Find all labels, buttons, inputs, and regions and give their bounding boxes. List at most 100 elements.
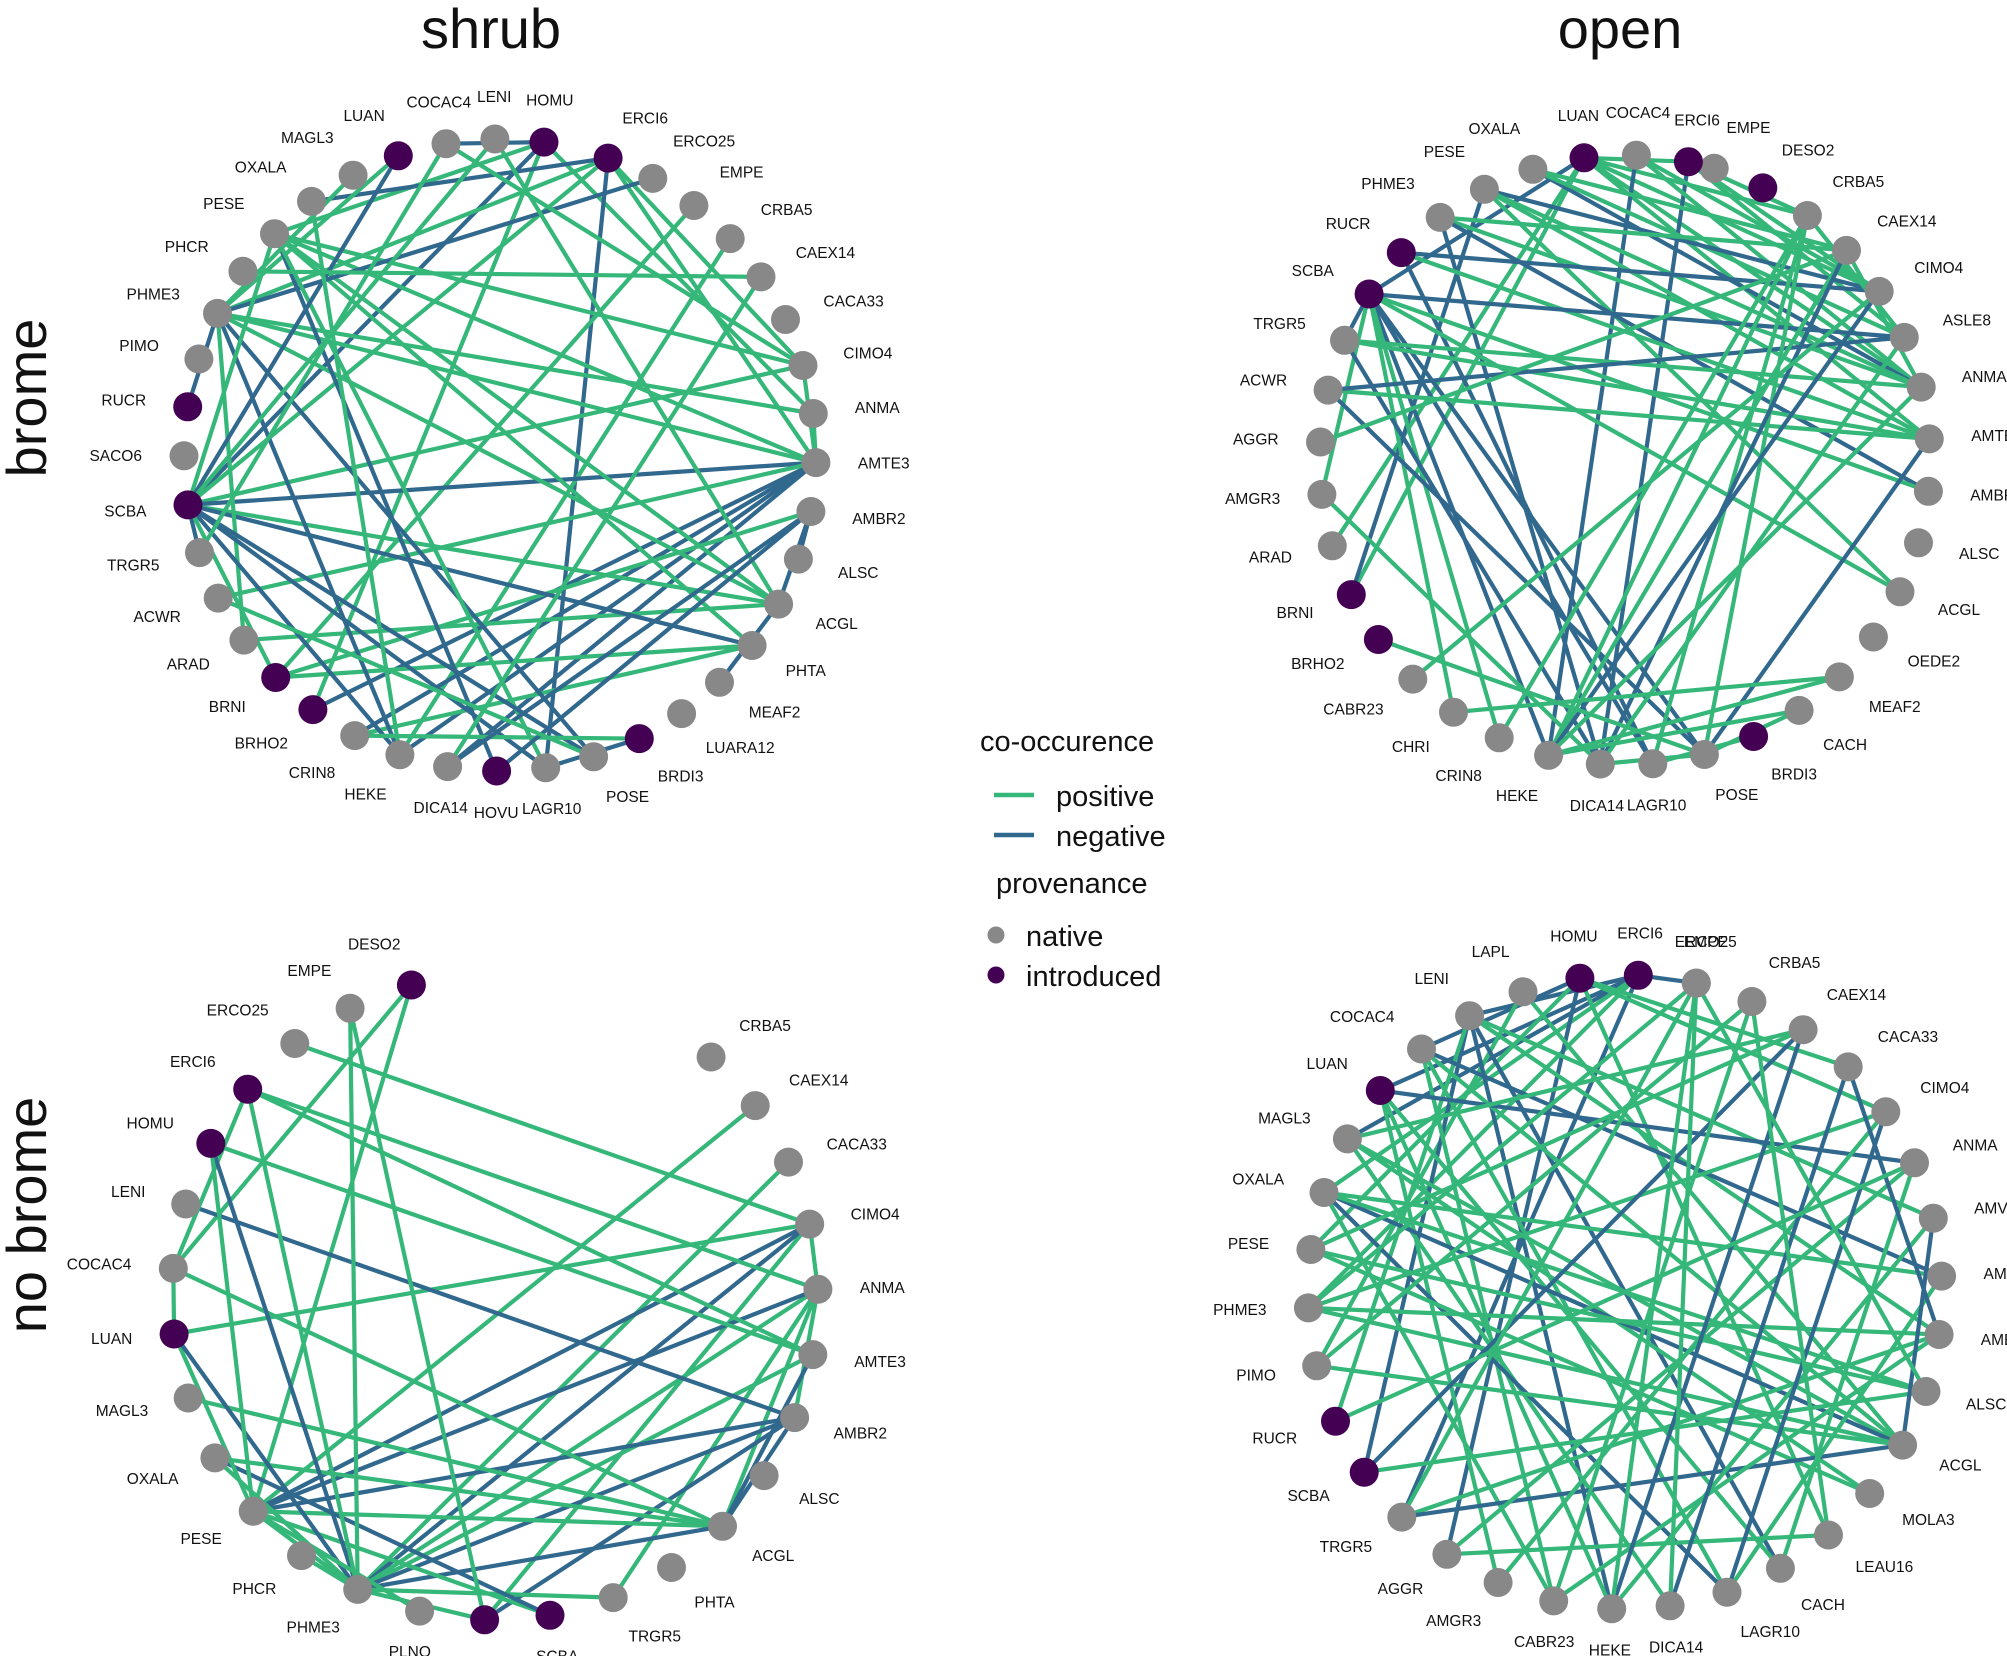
node-label-ARAD: ARAD [1249, 550, 1292, 567]
node-ALSC-native [1904, 528, 1933, 558]
positive-edge-COCAC4-CIMO4 [443, 141, 806, 368]
positive-edge-OXALA-ASLE8 [1530, 167, 1907, 340]
negative-edge-SCBA-CAEX14 [1362, 1027, 1806, 1475]
node-label-RUCR: RUCR [1252, 1430, 1297, 1447]
positive-edge-ALSC-EMPE [1694, 980, 1929, 1394]
node-label-LAGR10: LAGR10 [1741, 1624, 1801, 1641]
node-label-AMVE: AMVE [1974, 1200, 2007, 1217]
node-label-AMTE3: AMTE3 [1984, 1266, 2007, 1283]
node-CRBA5-native [1792, 201, 1822, 230]
negative-edge-DICA14-CACA33 [1667, 1064, 1851, 1608]
node-label-MAGL3: MAGL3 [1258, 1111, 1311, 1128]
node-label-ALSC: ALSC [799, 1491, 840, 1508]
node-label-PESE: PESE [1228, 1236, 1269, 1253]
node-RUCR-introduced [470, 1605, 500, 1635]
node-label-COCAC4: COCAC4 [1330, 1009, 1395, 1026]
node-MEAF2-native [1824, 662, 1854, 692]
node-label-RUCR: RUCR [461, 1654, 506, 1656]
positive-edge-DESO2-PESE [251, 982, 414, 1514]
node-label-OXALA: OXALA [1468, 121, 1520, 138]
node-AMTE3-native [1914, 424, 1944, 454]
legend: co-occurence positive negative provenanc… [980, 726, 1166, 993]
positive-edge-ERCI6-CIMO4 [1686, 159, 1882, 294]
node-COCAC4-native [431, 129, 461, 159]
node-COCAC4-native [158, 1253, 188, 1283]
node-RUCR-introduced [1321, 1406, 1350, 1436]
node-AMGR3-native [1307, 479, 1337, 509]
node-label-ERCI6: ERCI6 [1674, 113, 1720, 130]
node-CAEX14-native [746, 262, 776, 292]
node-LUARA12-native [667, 699, 697, 729]
node-PHME3-native [343, 1574, 373, 1604]
positive-edge-COCAC4-TRGR5 [197, 141, 449, 555]
node-label-HOVU: HOVU [474, 805, 519, 822]
node-label-POSE: POSE [606, 789, 649, 806]
positive-edge-CIMO4-CABR23 [1410, 289, 1882, 682]
negative-edge-ERCI6-LENI [1467, 973, 1641, 1018]
node-label-ALSC: ALSC [838, 565, 879, 582]
node-TRGR5-native [1387, 1502, 1417, 1532]
node-label-HOMU: HOMU [526, 93, 573, 110]
negative-edge-PESE-HOVU [272, 231, 499, 774]
edges [1306, 973, 1944, 1611]
node-ARAD-native [229, 625, 259, 655]
negative-edge-CIMO4-HEKE [1546, 289, 1882, 758]
node-ERCI6-introduced [593, 143, 623, 173]
negative-edge-LUAN-ANMA [1378, 1088, 1917, 1165]
positive-edge-AMGR3-DICA14 [1319, 492, 1603, 767]
positive-edge-PESE-PLNO [251, 1509, 422, 1614]
positive-edge-PHTA-PESE [272, 231, 755, 648]
node-label-MOLA3: MOLA3 [1902, 1512, 1955, 1529]
node-TRGR5-native [598, 1583, 628, 1613]
node-label-DICA14: DICA14 [1570, 798, 1625, 815]
node-label-CAEX14: CAEX14 [1877, 214, 1937, 231]
node-CAEX14-native [1832, 235, 1861, 265]
node-label-LEAU16: LEAU16 [1856, 1559, 1914, 1576]
legend-swatch-introduced [987, 966, 1005, 984]
positive-edge-SCBA-AMGR3 [1319, 291, 1372, 497]
node-BRDI3-introduced [624, 724, 654, 754]
node-label-TRGR5: TRGR5 [629, 1629, 682, 1646]
node-label-ACGL: ACGL [1938, 602, 1981, 619]
node-label-LUAN: LUAN [1558, 108, 1599, 125]
node-OXALA-native [1518, 154, 1548, 184]
column-title-open: open [1558, 0, 1683, 60]
node-POSE-native [579, 742, 609, 772]
node-label-CACA33: CACA33 [823, 294, 883, 311]
network-shrub-brome: ERCI6 ERCO25 EMPE CRBA5 CAEX14 CACA33 CIMO4 ANM… [89, 89, 909, 822]
node-OXALA-native [200, 1443, 230, 1473]
positive-edge-BRDI3-CRIN8 [352, 733, 642, 741]
node-PHTA-native [737, 631, 767, 660]
node-LUAN-introduced [1569, 143, 1599, 173]
positive-edge-RUCR-EMPE [348, 1006, 487, 1622]
node-DICA14-native [1655, 1591, 1685, 1621]
node-AMBR2-native [1924, 1320, 1954, 1349]
positive-edge-PHME3-CIMO4 [1306, 1109, 1888, 1311]
positive-edge-SCBA-CHRI [1366, 291, 1456, 715]
node-CIMO4-native [788, 351, 818, 380]
nodes: CRBA5 CAEX14 CACA33 CIMO4 ANMA AMTE3 AMBR2 ALSC… [67, 936, 906, 1656]
node-AMBR2-native [1913, 476, 1943, 506]
node-label-OXALA: OXALA [1232, 1171, 1284, 1188]
node-label-CAEX14: CAEX14 [789, 1073, 849, 1090]
node-AMVE-native [1918, 1203, 1948, 1233]
negative-edge-ACGL-PHME3 [355, 1524, 725, 1592]
node-PHCR-native [287, 1541, 316, 1571]
negative-edge-AMTE3-ACGL [720, 1352, 815, 1529]
node-label-ACGL: ACGL [816, 616, 859, 633]
positive-edge-TRGR5-AMTE3 [1342, 338, 1932, 441]
node-ANMA-native [803, 1274, 833, 1304]
network-open-brome: EMPE DESO2 CRBA5 CAEX14 CIMO4 ASLE8 ANMA AMTE3 A… [1225, 105, 2007, 815]
node-label-ERCI6: ERCI6 [170, 1054, 216, 1071]
positive-edge-MAGL3-PHME3 [215, 173, 356, 316]
negative-edge-PHME3-HEKE [215, 311, 402, 757]
positive-edge-ANMA-PHME3 [215, 311, 816, 416]
negative-edge-PHME3-ERCO25 [215, 176, 655, 316]
node-CACH-native [1784, 695, 1814, 725]
node-label-SCBA: SCBA [1292, 263, 1335, 280]
node-EMPE-native [1699, 153, 1729, 183]
positive-edge-HEKE-EMPE [1609, 980, 1699, 1611]
node-label-PESE: PESE [1424, 144, 1465, 161]
legend-label-positive: positive [1056, 781, 1154, 813]
node-PHTA-native [657, 1553, 686, 1582]
